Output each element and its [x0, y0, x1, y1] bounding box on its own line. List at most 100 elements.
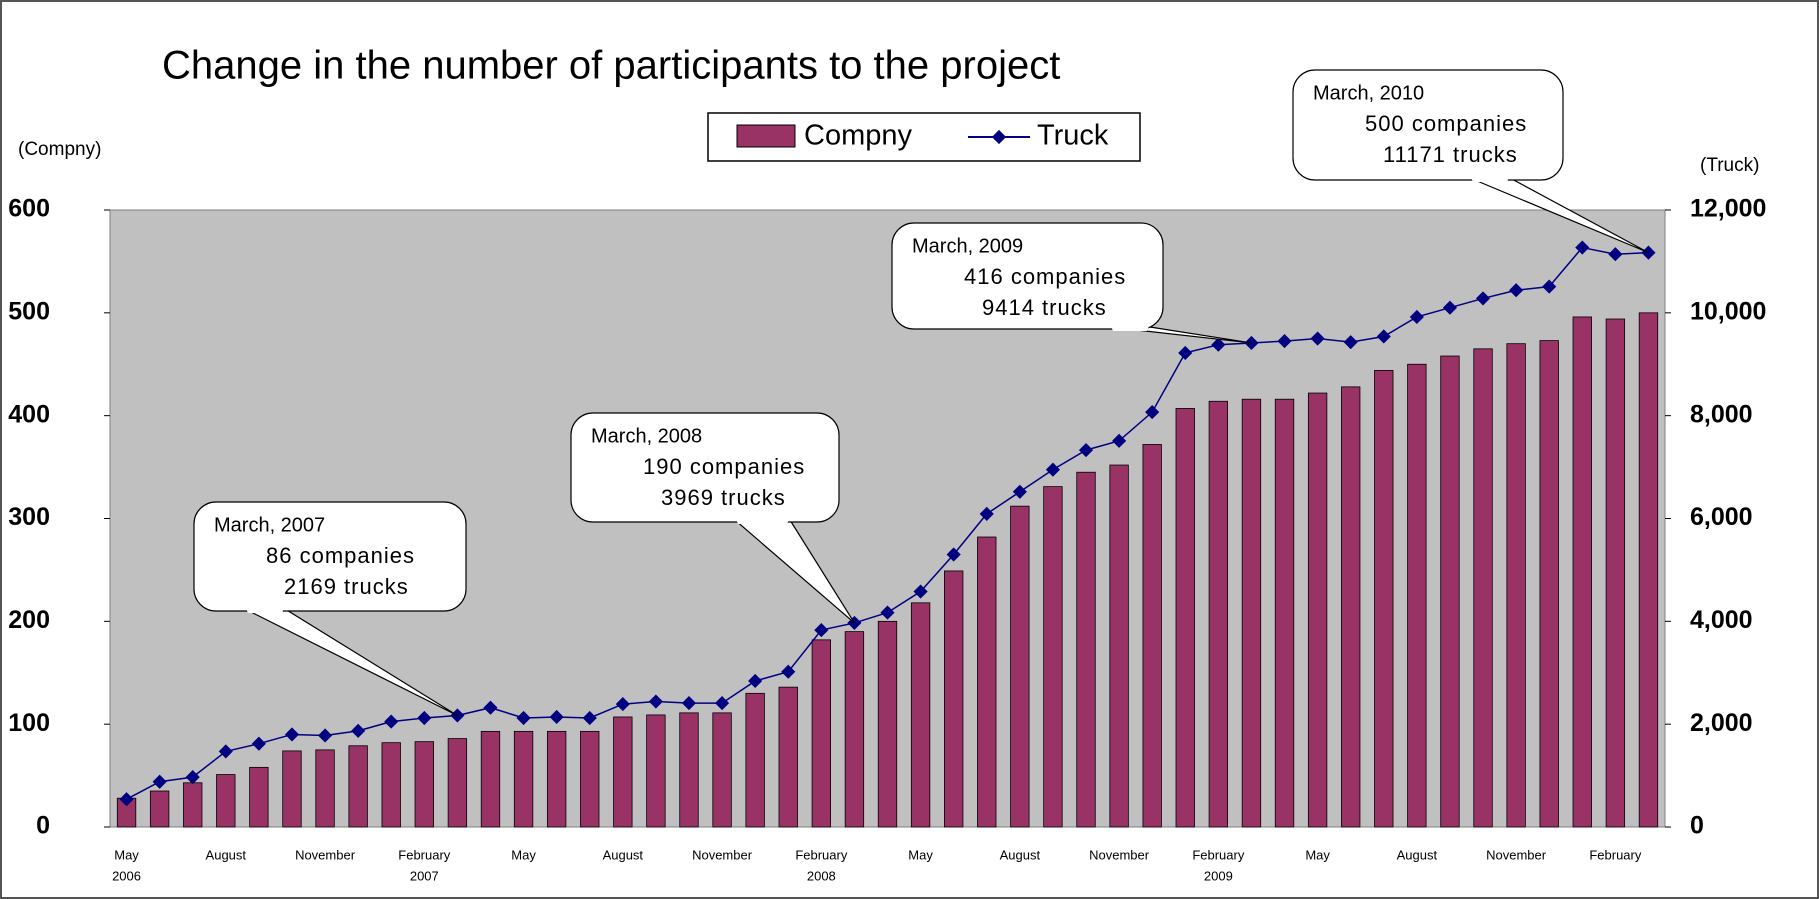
line-marker [1376, 329, 1391, 344]
line-marker [483, 700, 498, 715]
x-tick-label: February [398, 847, 451, 862]
x-tick-label: August [206, 847, 247, 862]
line-marker [317, 728, 333, 743]
line-marker [1045, 462, 1060, 477]
legend-label: Compny [804, 120, 912, 152]
bar [877, 620, 898, 828]
line-marker [615, 697, 630, 712]
bar [712, 712, 732, 828]
line-marker [284, 727, 300, 742]
bar [745, 692, 765, 828]
bar [315, 749, 335, 828]
callout-join [1111, 326, 1149, 331]
callout-text: March, 2007 [214, 514, 325, 536]
line-marker [1145, 404, 1160, 420]
x-tick-label: May [114, 847, 139, 862]
line-marker [681, 696, 697, 711]
bar [546, 730, 567, 828]
y-tick-label: 100 [8, 709, 50, 737]
callout-text: 2169 trucks [284, 574, 409, 599]
y-tick-label: 0 [36, 812, 50, 840]
callout-text: 500 companies [1365, 111, 1527, 136]
line-marker [913, 584, 928, 599]
bar [1440, 355, 1460, 828]
y2-tick-label: 4,000 [1690, 606, 1753, 634]
bar [1175, 408, 1195, 828]
bar [1109, 464, 1129, 828]
y-tick-label: 500 [8, 297, 50, 325]
y2-tick-label: 12,000 [1690, 195, 1766, 223]
x-tick-label: November [1486, 847, 1547, 862]
y2-tick-label: 10,000 [1690, 297, 1766, 325]
line-marker [417, 710, 432, 726]
x-year-label: 2006 [112, 868, 141, 883]
y-tick-label: 400 [8, 400, 50, 428]
line-marker [152, 774, 167, 789]
bar [1307, 392, 1328, 828]
bar [447, 738, 468, 828]
callout-join [246, 608, 284, 613]
bar [944, 570, 964, 828]
bar [1506, 343, 1526, 828]
x-tick-label: November [1089, 847, 1150, 862]
x-tick-label: May [908, 847, 933, 862]
x-tick-label: August [1397, 847, 1438, 862]
bar [1043, 486, 1063, 828]
line-marker [1343, 335, 1358, 350]
callout-text: 9414 trucks [982, 295, 1107, 320]
x-year-label: 2009 [1204, 868, 1233, 883]
y-tick-label: 600 [8, 195, 50, 223]
bar [183, 782, 203, 828]
bar [414, 741, 434, 828]
callout-join [1471, 177, 1509, 182]
bar [513, 730, 534, 828]
line-marker [1509, 283, 1524, 298]
bar [1572, 316, 1592, 828]
line-marker [1575, 240, 1590, 255]
line-marker [748, 673, 763, 689]
x-tick-label: August [1000, 847, 1041, 862]
bar [282, 750, 302, 828]
line-marker [1012, 484, 1027, 499]
callout-text: 11171 trucks [1383, 142, 1518, 167]
bar [1605, 318, 1626, 828]
callout-box [1292, 69, 1564, 181]
callout-box [891, 222, 1164, 330]
legend-swatch [736, 124, 796, 148]
bar [1274, 398, 1295, 828]
callout-box [193, 501, 467, 612]
callout-box [570, 412, 840, 523]
line-marker [549, 709, 564, 725]
line-marker [1542, 279, 1557, 294]
line-marker [1277, 334, 1292, 349]
line-marker [880, 605, 895, 620]
bar [381, 742, 401, 828]
x-tick-label: May [1305, 847, 1330, 862]
bar [811, 639, 831, 828]
x-tick-label: February [1589, 847, 1642, 862]
x-year-label: 2008 [807, 868, 836, 883]
line-marker [1409, 309, 1424, 325]
x-tick-label: February [795, 847, 848, 862]
bar [679, 712, 699, 828]
callout-text: March, 2008 [591, 425, 702, 447]
x-tick-label: November [295, 847, 356, 862]
line-marker [1475, 291, 1491, 306]
line-marker [516, 710, 531, 726]
chart-title: Change in the number of participants to … [162, 44, 1060, 88]
line-marker [1112, 433, 1127, 448]
line-marker [351, 723, 366, 738]
bar [1638, 312, 1659, 828]
y2-tick-label: 2,000 [1690, 709, 1753, 737]
line-marker [648, 694, 663, 709]
line-marker [251, 736, 266, 751]
bar [1142, 444, 1162, 828]
bar [149, 790, 170, 828]
bar [1341, 386, 1361, 828]
bar [977, 536, 997, 828]
line-marker [185, 770, 200, 785]
line-marker [384, 714, 399, 729]
legend-marker [991, 129, 1007, 145]
callout-text: March, 2010 [1313, 82, 1424, 104]
